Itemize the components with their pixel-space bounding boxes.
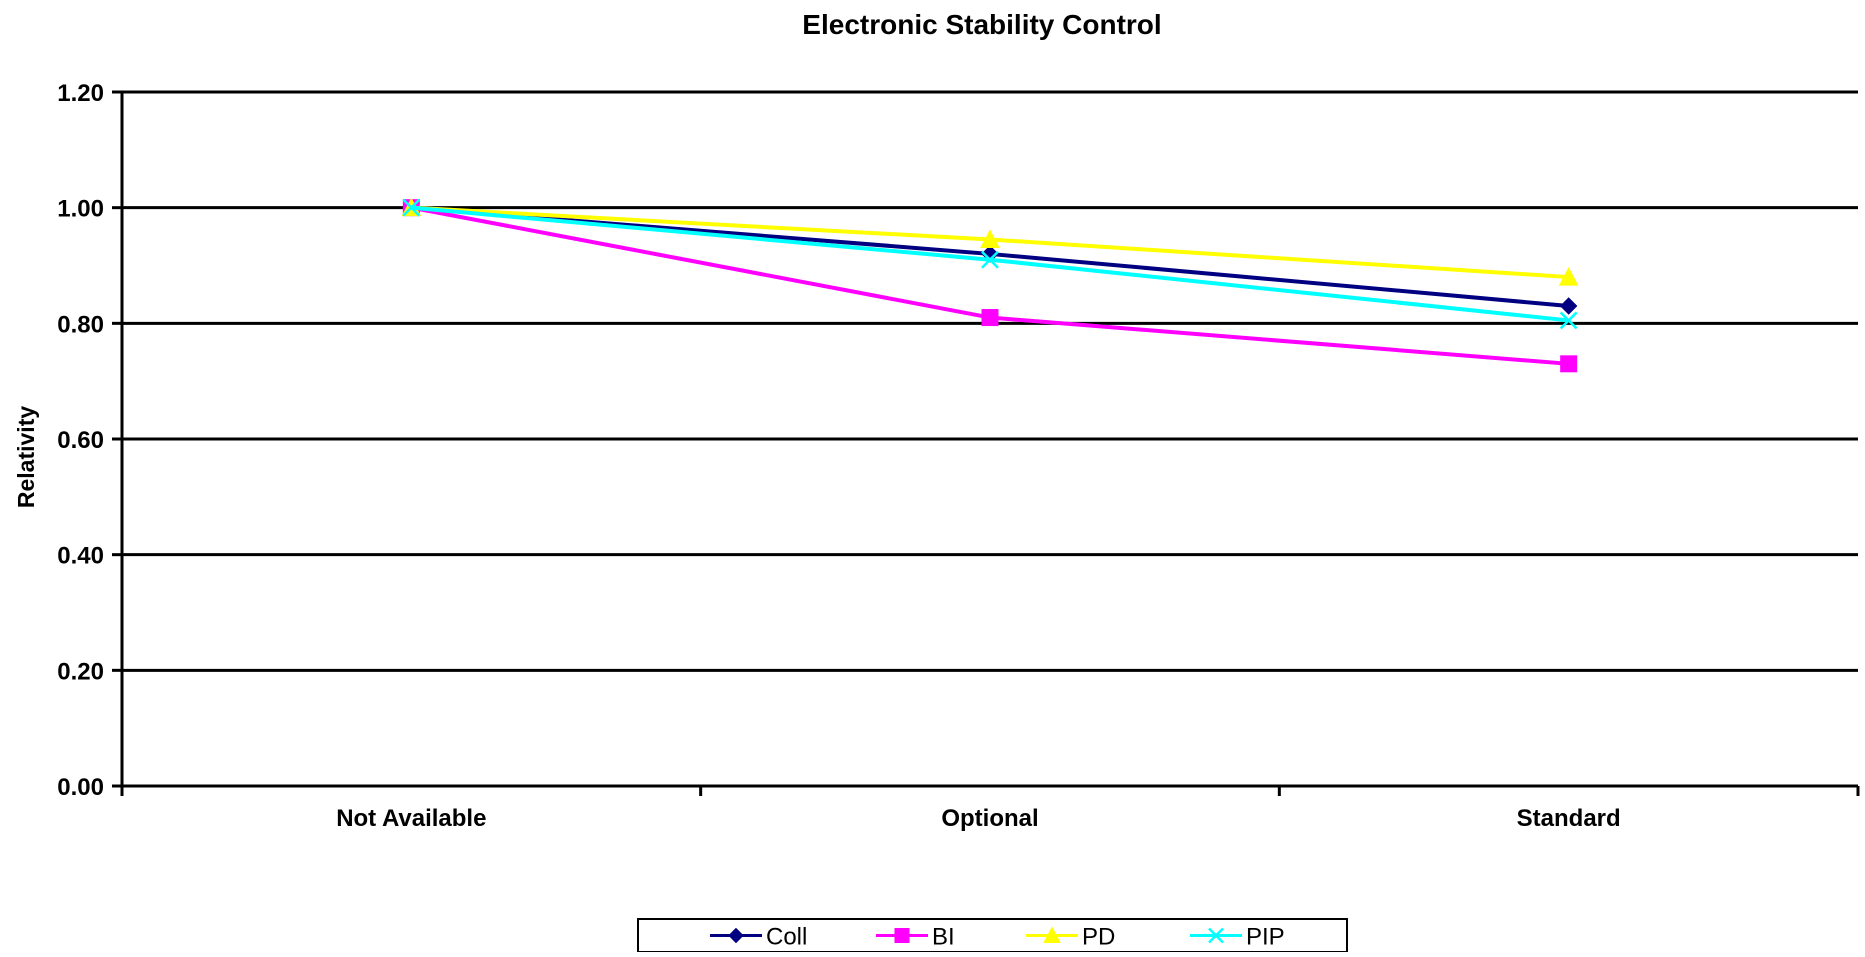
- axes: [112, 90, 1860, 796]
- gridlines: [122, 90, 1858, 672]
- series-pip: [402, 198, 1578, 330]
- data-point: [1559, 311, 1578, 330]
- legend-marker: [728, 927, 744, 944]
- x-tick-label: Standard: [1517, 805, 1621, 832]
- data-point: [402, 198, 421, 217]
- legend-label: PIP: [1246, 924, 1285, 951]
- legend-item-pd: PD: [1026, 924, 1115, 951]
- y-axis-label: Relativity: [13, 406, 39, 508]
- data-point: [1558, 266, 1579, 286]
- legend-marker: [1043, 926, 1061, 943]
- legend-marker: [894, 928, 910, 943]
- data-point: [981, 250, 999, 269]
- y-tick-label: 0.60: [57, 427, 104, 454]
- y-tick-label: 0.80: [57, 311, 104, 338]
- data-point: [1559, 297, 1578, 315]
- x-tick-label: Optional: [941, 805, 1038, 832]
- series-pd: [401, 197, 1579, 286]
- legend-marker: [1208, 927, 1224, 944]
- legend-item-coll: Coll: [710, 924, 807, 951]
- y-tick-label: 0.20: [57, 658, 104, 685]
- legend-item-bi: BI: [876, 924, 955, 951]
- legend-label: Coll: [766, 924, 807, 951]
- chart-title: Electronic Stability Control: [802, 9, 1161, 40]
- y-tick-label: 1.00: [57, 196, 104, 223]
- data-point: [1560, 355, 1578, 373]
- y-tick-label: 0.00: [57, 774, 104, 801]
- x-tick-labels: Not Available Optional Standard: [336, 805, 1620, 832]
- y-tick-label: 0.40: [57, 543, 104, 570]
- data-point: [980, 229, 1000, 248]
- legend-label: PD: [1082, 924, 1115, 951]
- data-point: [981, 309, 999, 327]
- series-bi: [402, 199, 1578, 373]
- series-lines: [401, 197, 1579, 373]
- y-tick-label: 1.20: [57, 80, 104, 107]
- legend: Coll BI PD PIP: [637, 918, 1348, 953]
- x-tick-label: Not Available: [336, 805, 486, 832]
- y-tick-labels: 0.00 0.20 0.40 0.60 0.80 1.00 1.20: [57, 80, 104, 801]
- legend-label: BI: [932, 924, 955, 951]
- legend-item-pip: PIP: [1190, 924, 1285, 951]
